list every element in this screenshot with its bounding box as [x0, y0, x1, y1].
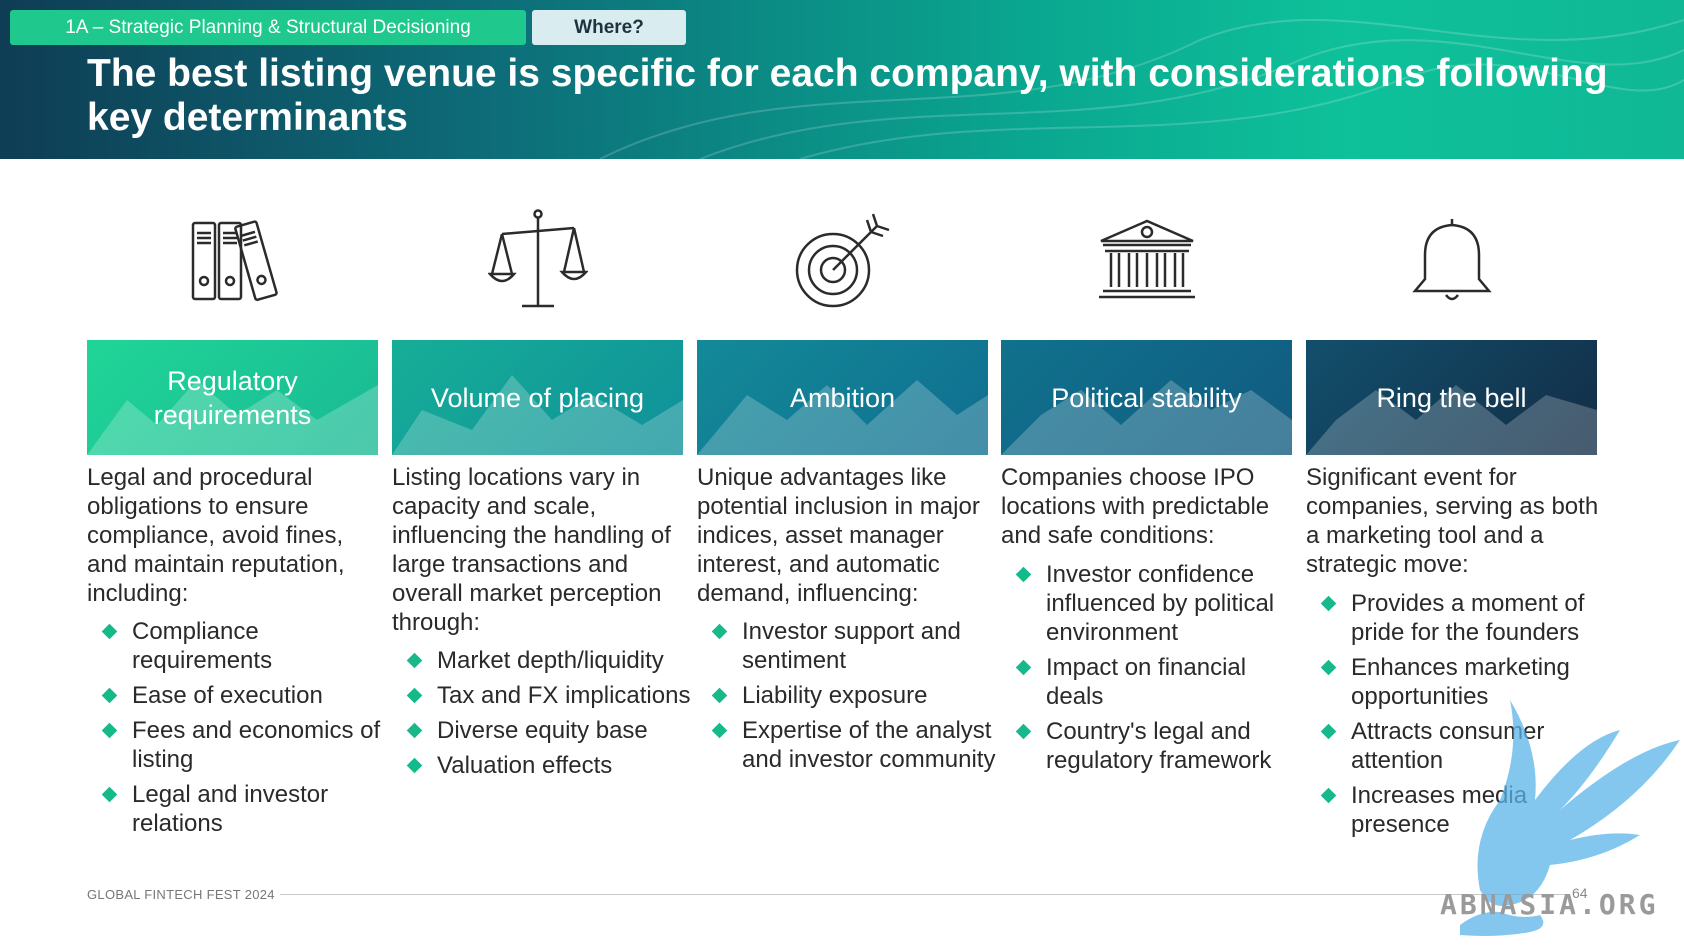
column-description: Companies choose IPO locations with pred…	[1001, 464, 1270, 549]
diamond-bullet-icon	[711, 722, 728, 739]
list-item: Attracts consumer attention	[1320, 717, 1610, 775]
bullet-list: Investor confidence influenced by politi…	[1015, 560, 1305, 781]
watermark-text: ABNASIA.ORG	[1440, 888, 1659, 921]
card-ambition: Ambition	[697, 340, 988, 455]
where-tag: Where?	[532, 10, 686, 45]
column-description: Listing locations vary in capacity and s…	[392, 464, 671, 636]
column-description: Significant event for companies, serving…	[1306, 464, 1599, 578]
diamond-bullet-icon	[101, 623, 118, 640]
diamond-bullet-icon	[1015, 723, 1032, 740]
list-item: Fees and economics of listing	[101, 716, 391, 774]
list-item: Legal and investor relations	[101, 780, 391, 838]
page-number: 64	[1572, 885, 1588, 901]
card-ring-bell: Ring the bell	[1306, 340, 1597, 455]
column-ambition: Ambition Unique advantages like potentia…	[697, 0, 995, 947]
mountain-texture	[697, 380, 988, 455]
diamond-bullet-icon	[1320, 723, 1337, 740]
list-item: Investor confidence influenced by politi…	[1015, 560, 1305, 647]
column-political: Political stability Companies choose IPO…	[1001, 0, 1292, 947]
list-item: Market depth/liquidity	[406, 646, 696, 675]
list-item: Provides a moment of pride for the found…	[1320, 589, 1610, 647]
griffin-watermark-icon	[1460, 700, 1680, 936]
card-title: Volume of placing	[430, 382, 645, 413]
bullet-list: Market depth/liquidity Tax and FX implic…	[406, 646, 696, 786]
card-title: Ambition	[789, 382, 896, 413]
header-wave-decoration	[599, 19, 1684, 159]
bullet-list: Investor support and sentiment Liability…	[711, 617, 1001, 780]
list-item: Ease of execution	[101, 681, 391, 710]
column-volume: Volume of placing Listing locations vary…	[392, 0, 690, 947]
diamond-bullet-icon	[101, 687, 118, 704]
list-item: Investor support and sentiment	[711, 617, 1001, 675]
scales-icon	[392, 205, 683, 315]
header-banner: 1A – Strategic Planning & Structural Dec…	[0, 0, 1684, 159]
list-item: Impact on financial deals	[1015, 653, 1305, 711]
footer-event: GLOBAL FINTECH FEST 2024	[87, 887, 275, 902]
diamond-bullet-icon	[406, 757, 423, 774]
card-political: Political stability	[1001, 340, 1292, 455]
column-description: Legal and procedural obligations to ensu…	[87, 464, 345, 607]
diamond-bullet-icon	[406, 687, 423, 704]
mountain-texture	[1001, 380, 1292, 455]
mountain-texture	[392, 375, 683, 455]
diamond-bullet-icon	[406, 652, 423, 669]
bullet-list: Provides a moment of pride for the found…	[1320, 589, 1610, 845]
mountain-texture	[87, 380, 378, 455]
diamond-bullet-icon	[101, 722, 118, 739]
list-item: Compliance requirements	[101, 617, 391, 675]
card-regulatory: Regulatory requirements	[87, 340, 378, 455]
list-item: Expertise of the analyst and investor co…	[711, 716, 1001, 774]
diamond-bullet-icon	[711, 623, 728, 640]
list-item: Increases media presence	[1320, 781, 1610, 839]
binders-icon	[87, 205, 378, 315]
mountain-texture	[1306, 385, 1597, 455]
card-title: Political stability	[1051, 382, 1242, 413]
list-item: Country's legal and regulatory framework	[1015, 717, 1305, 775]
column-regulatory: Regulatory requirements Legal and proced…	[87, 0, 380, 947]
diamond-bullet-icon	[1320, 659, 1337, 676]
bank-building-icon	[1001, 205, 1292, 315]
card-title: Regulatory requirements	[153, 365, 312, 430]
target-icon	[697, 205, 988, 315]
bell-icon	[1306, 205, 1597, 315]
page-title: The best listing venue is specific for e…	[87, 52, 1608, 139]
footer-divider	[280, 894, 1570, 895]
column-description: Unique advantages like potential inclusi…	[697, 464, 980, 607]
list-item: Valuation effects	[406, 751, 696, 780]
column-ring-bell: Ring the bell Significant event for comp…	[1306, 0, 1598, 947]
card-volume: Volume of placing	[392, 340, 683, 455]
list-item: Tax and FX implications	[406, 681, 696, 710]
list-item: Liability exposure	[711, 681, 1001, 710]
diamond-bullet-icon	[1015, 566, 1032, 583]
list-item: Enhances marketing opportunities	[1320, 653, 1610, 711]
diamond-bullet-icon	[101, 786, 118, 803]
diamond-bullet-icon	[1320, 787, 1337, 804]
section-tag: 1A – Strategic Planning & Structural Dec…	[10, 10, 526, 45]
diamond-bullet-icon	[1015, 659, 1032, 676]
list-item: Diverse equity base	[406, 716, 696, 745]
diamond-bullet-icon	[406, 722, 423, 739]
diamond-bullet-icon	[711, 687, 728, 704]
bullet-list: Compliance requirements Ease of executio…	[101, 617, 391, 844]
diamond-bullet-icon	[1320, 595, 1337, 612]
card-title: Ring the bell	[1376, 382, 1527, 413]
